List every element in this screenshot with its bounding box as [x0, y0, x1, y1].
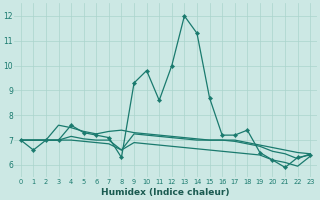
X-axis label: Humidex (Indice chaleur): Humidex (Indice chaleur)	[101, 188, 230, 197]
